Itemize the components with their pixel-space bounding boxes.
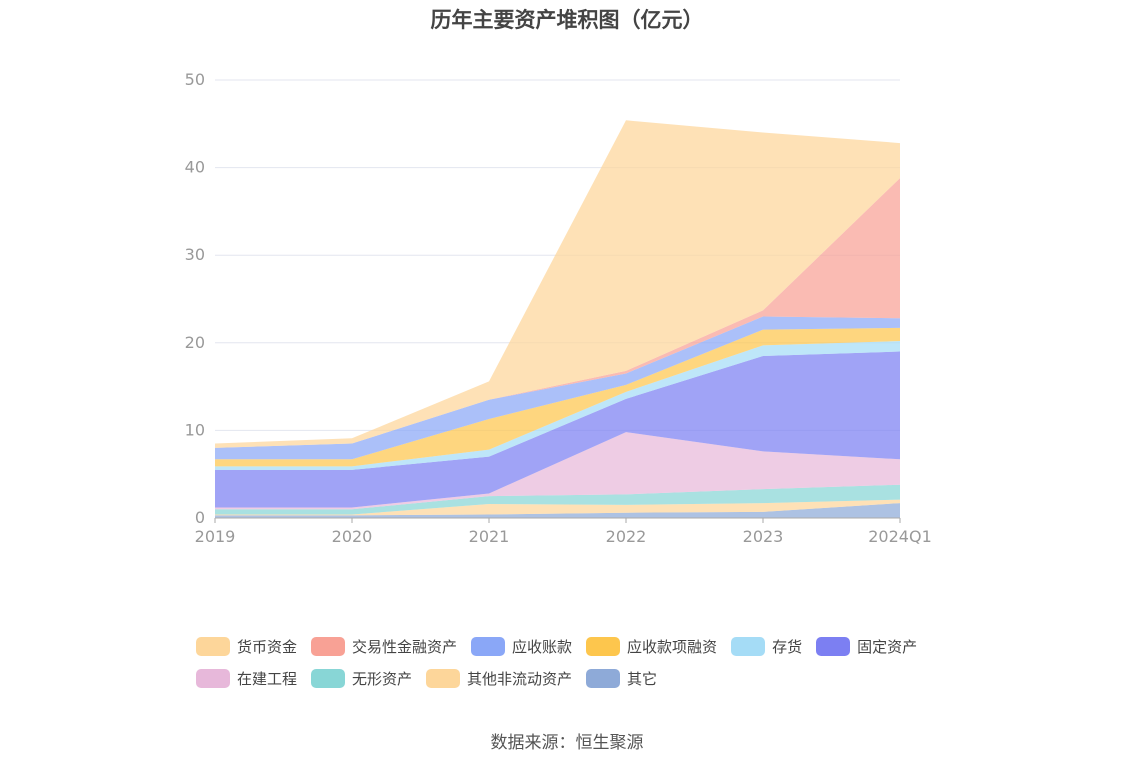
area-series-0	[215, 503, 900, 518]
legend-label: 在建工程	[237, 669, 298, 688]
legend-item[interactable]: 应收款项融资	[586, 636, 717, 657]
legend-label: 应收账款	[512, 637, 573, 656]
x-tick-label: 2021	[469, 527, 510, 546]
legend-row-2: 在建工程 无形资产 其他非流动资产 其它	[196, 662, 956, 694]
legend-label: 货币资金	[237, 637, 298, 656]
x-tick-label: 2023	[743, 527, 784, 546]
legend-swatch	[816, 636, 851, 656]
stacked-area-chart: 0 10 20 30 40 50 2019 2020 2021 2022 2023 2024Q1	[185, 70, 932, 546]
legend-label: 应收款项融资	[627, 637, 718, 656]
legend-swatch	[471, 636, 506, 656]
area-series-6	[215, 327, 900, 467]
legend-item[interactable]: 其它	[586, 668, 657, 689]
area-series-9	[215, 120, 900, 448]
legend-item[interactable]: 货币资金	[196, 636, 297, 657]
x-tick-label: 2020	[332, 527, 373, 546]
legend-label: 交易性金融资产	[352, 637, 458, 656]
y-tick-label: 40	[185, 158, 205, 177]
x-tick-label: 2024Q1	[868, 527, 932, 546]
chart-title: 历年主要资产堆积图（亿元）	[430, 8, 704, 32]
y-tick-label: 30	[185, 245, 205, 264]
legend-swatch	[426, 668, 461, 688]
legend-swatch	[311, 668, 346, 688]
legend-item[interactable]: 交易性金融资产	[311, 636, 457, 657]
area-series-2	[215, 484, 900, 515]
legend: 货币资金 交易性金融资产 应收账款 应收款项融资 存货 固定资产 在建工程 无形资产 其他非流…	[196, 630, 956, 694]
legend-item[interactable]: 固定资产	[816, 636, 917, 657]
axes: 0 10 20 30 40 50 2019 2020 2021 2022 2023 2024Q1	[185, 70, 932, 546]
y-tick-label: 50	[185, 70, 205, 89]
legend-swatch	[196, 636, 230, 656]
legend-label: 其它	[627, 669, 658, 688]
legend-item[interactable]: 在建工程	[196, 668, 297, 689]
legend-item[interactable]: 无形资产	[311, 668, 412, 689]
legend-swatch	[731, 636, 766, 656]
legend-swatch	[586, 668, 621, 688]
area-series-4	[215, 351, 900, 508]
legend-swatch	[196, 668, 230, 688]
legend-row-1: 货币资金 交易性金融资产 应收账款 应收款项融资 存货 固定资产	[196, 630, 956, 662]
legend-label: 无形资产	[352, 669, 413, 688]
y-tick-label: 0	[195, 508, 205, 527]
area-series-3	[215, 432, 900, 510]
area-series-1	[215, 499, 900, 516]
y-tick-label: 10	[185, 420, 205, 439]
legend-item[interactable]: 其他非流动资产	[426, 668, 572, 689]
x-tick-label: 2019	[195, 527, 236, 546]
legend-item[interactable]: 应收账款	[471, 636, 572, 657]
source-note: 数据来源：恒生聚源	[490, 733, 644, 753]
legend-label: 存货	[772, 637, 803, 656]
area-series	[215, 120, 900, 518]
area-series-8	[215, 178, 900, 448]
legend-label: 其他非流动资产	[467, 669, 573, 688]
legend-label: 固定资产	[857, 637, 918, 656]
y-tick-label: 20	[185, 333, 205, 352]
legend-item[interactable]: 存货	[731, 636, 802, 657]
x-tick-label: 2022	[606, 527, 647, 546]
legend-swatch	[586, 636, 621, 656]
area-series-7	[215, 316, 900, 460]
legend-swatch	[311, 636, 346, 656]
